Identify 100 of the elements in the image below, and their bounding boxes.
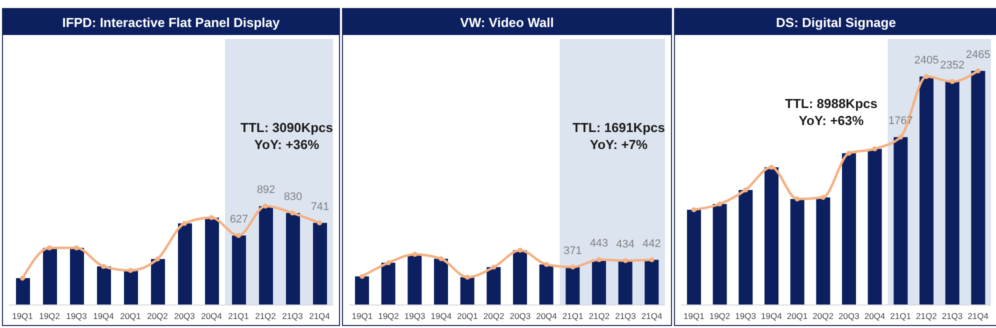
annotation: YoY: +7% bbox=[588, 136, 649, 153]
x-tick-label: 20Q3 bbox=[838, 311, 860, 322]
annotation: YoY: +63% bbox=[798, 112, 865, 129]
bar bbox=[486, 267, 501, 305]
point bbox=[846, 150, 852, 156]
annotation: YoY: +36% bbox=[253, 136, 320, 153]
x-tick-label: 21Q1 bbox=[228, 311, 250, 322]
point bbox=[438, 256, 444, 262]
x-tick-label: 21Q4 bbox=[641, 311, 662, 322]
point bbox=[898, 134, 904, 140]
data-label: 892 bbox=[256, 184, 276, 196]
point bbox=[950, 79, 955, 84]
x-tick-label: 19Q2 bbox=[709, 311, 730, 322]
point bbox=[596, 257, 602, 262]
x-tick-label: 21Q4 bbox=[968, 311, 989, 322]
x-tick-label: 19Q4 bbox=[430, 311, 452, 322]
data-label: 2405 bbox=[914, 54, 939, 67]
point bbox=[491, 264, 496, 270]
x-tick-label: 20Q1 bbox=[120, 311, 142, 322]
bar bbox=[738, 190, 753, 305]
bar bbox=[178, 223, 192, 305]
x-tick-label: 21Q2 bbox=[255, 311, 276, 322]
data-label: 830 bbox=[284, 191, 302, 204]
point bbox=[717, 202, 722, 207]
point bbox=[74, 245, 79, 250]
point bbox=[794, 196, 800, 202]
bar bbox=[434, 258, 448, 305]
x-tick-label: 20Q4 bbox=[864, 311, 886, 322]
point bbox=[360, 274, 365, 279]
point bbox=[47, 245, 52, 250]
bar bbox=[920, 76, 934, 305]
bar bbox=[381, 262, 396, 305]
point bbox=[155, 256, 160, 262]
x-tick-label: 19Q2 bbox=[39, 311, 60, 322]
bar bbox=[539, 264, 554, 305]
point bbox=[820, 194, 826, 200]
x-tick-label: 19Q1 bbox=[352, 311, 373, 322]
bar bbox=[513, 250, 527, 305]
bar bbox=[124, 270, 138, 305]
point bbox=[290, 210, 295, 216]
point bbox=[623, 258, 628, 264]
bar bbox=[460, 277, 474, 305]
data-label: 443 bbox=[590, 238, 608, 250]
bar bbox=[151, 259, 165, 305]
point bbox=[924, 74, 929, 80]
bar bbox=[313, 222, 327, 305]
point bbox=[691, 207, 696, 212]
point bbox=[518, 248, 523, 253]
x-tick-label: 21Q2 bbox=[916, 311, 938, 322]
bar bbox=[43, 248, 57, 305]
point bbox=[412, 252, 418, 257]
point bbox=[317, 220, 322, 226]
bar bbox=[205, 218, 219, 305]
x-tick-label: 21Q1 bbox=[890, 311, 912, 322]
data-label: 371 bbox=[563, 245, 582, 258]
bar bbox=[618, 260, 632, 305]
chart-title: DS: Digital Signage bbox=[675, 9, 996, 35]
chart-title: IFPD: Interactive Flat Panel Display bbox=[3, 9, 339, 35]
x-tick-label: 21Q2 bbox=[588, 311, 610, 322]
point bbox=[649, 257, 654, 262]
bar bbox=[644, 260, 659, 305]
data-label: 434 bbox=[616, 238, 635, 251]
point bbox=[872, 146, 878, 152]
x-tick-label: 19Q1 bbox=[12, 311, 34, 322]
point bbox=[743, 187, 748, 192]
bar bbox=[16, 278, 30, 305]
x-tick-label: 19Q3 bbox=[735, 311, 756, 322]
bar bbox=[408, 254, 422, 305]
bar bbox=[945, 82, 960, 305]
x-tick-label: 21Q3 bbox=[615, 311, 636, 322]
point bbox=[263, 204, 268, 209]
bar bbox=[592, 260, 606, 305]
x-tick-label: 20Q1 bbox=[457, 311, 478, 322]
point bbox=[768, 164, 774, 170]
data-label: 442 bbox=[642, 238, 661, 250]
x-tick-label: 19Q4 bbox=[93, 311, 114, 322]
x-tick-label: 20Q2 bbox=[812, 311, 834, 322]
bar bbox=[97, 266, 111, 305]
x-tick-label: 20Q2 bbox=[483, 311, 504, 322]
x-tick-label: 21Q3 bbox=[282, 311, 304, 322]
annotation: TTL: 8988Kpcs bbox=[785, 95, 878, 112]
bar bbox=[868, 148, 882, 305]
point bbox=[236, 233, 241, 238]
point bbox=[20, 276, 25, 281]
data-label: 741 bbox=[310, 200, 330, 213]
point bbox=[570, 264, 576, 270]
x-tick-label: 20Q3 bbox=[510, 311, 531, 322]
x-tick-label: 19Q3 bbox=[66, 311, 88, 322]
bar bbox=[712, 204, 727, 305]
x-tick-label: 19Q1 bbox=[684, 311, 705, 322]
chart-title: VW: Video Wall bbox=[343, 9, 671, 35]
bar bbox=[971, 70, 986, 305]
bar bbox=[687, 210, 701, 305]
x-tick-label: 20Q4 bbox=[201, 311, 222, 322]
point bbox=[128, 268, 133, 273]
bar bbox=[764, 167, 778, 305]
data-label: 627 bbox=[230, 214, 248, 226]
bar bbox=[894, 137, 908, 305]
point bbox=[101, 264, 106, 269]
x-tick-label: 20Q4 bbox=[536, 311, 558, 322]
